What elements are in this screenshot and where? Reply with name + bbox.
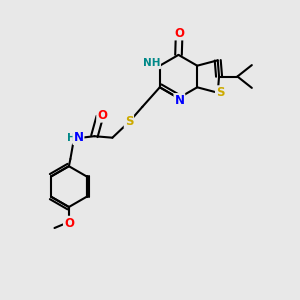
Text: O: O <box>174 26 184 40</box>
Text: O: O <box>97 109 107 122</box>
Text: O: O <box>64 217 74 230</box>
Text: S: S <box>124 115 133 128</box>
Text: S: S <box>216 86 224 99</box>
Text: N: N <box>174 94 184 107</box>
Text: H: H <box>67 133 76 143</box>
Text: N: N <box>74 131 83 144</box>
Text: NH: NH <box>142 58 160 68</box>
